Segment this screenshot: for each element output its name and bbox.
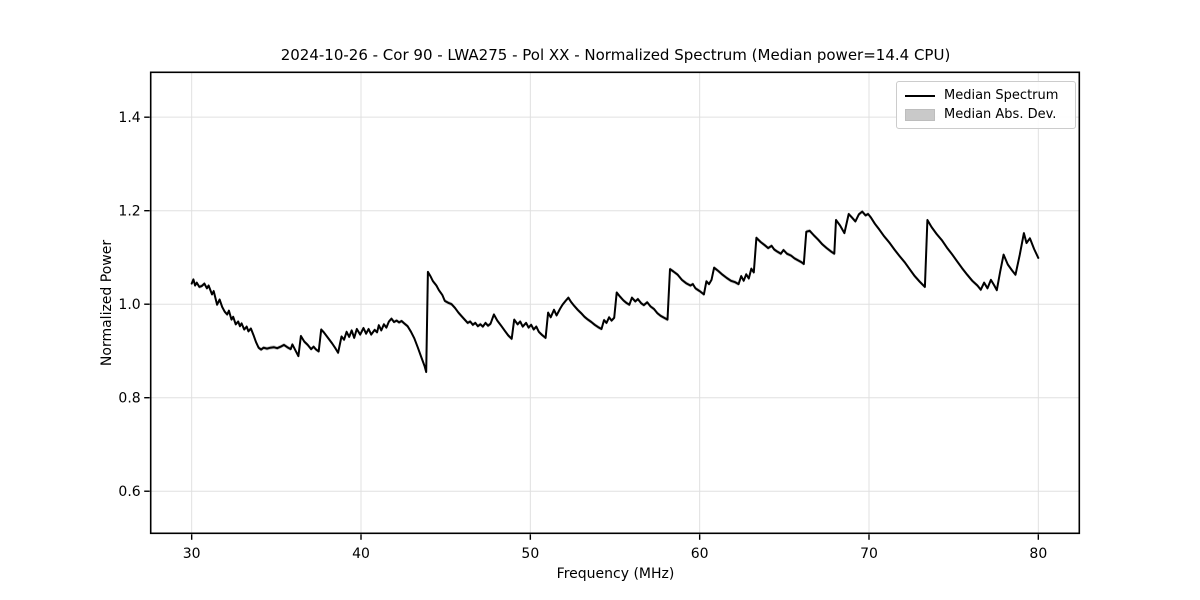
x-tick-label: 50 — [521, 546, 539, 562]
x-tick-label: 40 — [352, 546, 370, 562]
y-tick-label: 1.2 — [118, 204, 140, 220]
axes-box — [149, 71, 1081, 535]
median-spectrum-line-swatch — [905, 94, 935, 97]
y-axis-label: Normalized Power — [99, 239, 115, 367]
x-tick-label: 60 — [691, 546, 709, 562]
y-tick-label: 1.0 — [118, 297, 140, 313]
x-tick-label: 70 — [860, 546, 878, 562]
y-tick-label: 0.8 — [118, 391, 140, 407]
legend-item-median-abs-dev: Median Abs. Dev. — [897, 105, 1075, 124]
legend-label-median-abs-dev: Median Abs. Dev. — [944, 107, 1057, 122]
median-spectrum-line — [190, 210, 1040, 373]
y-tick-label: 0.6 — [118, 484, 140, 500]
legend-label-median-spectrum: Median Spectrum — [944, 88, 1059, 103]
chart-title: 2024-10-26 - Cor 90 - LWA275 - Pol XX - … — [280, 46, 951, 64]
median-abs-dev-patch-swatch — [905, 108, 935, 121]
x-axis-label: Frequency (MHz) — [556, 566, 675, 582]
x-tick-label: 30 — [183, 546, 201, 562]
legend-item-median-spectrum: Median Spectrum — [897, 86, 1075, 105]
x-tick-label: 80 — [1029, 546, 1047, 562]
y-tick-label: 1.4 — [118, 110, 140, 126]
legend: Median Spectrum Median Abs. Dev. — [896, 81, 1076, 129]
